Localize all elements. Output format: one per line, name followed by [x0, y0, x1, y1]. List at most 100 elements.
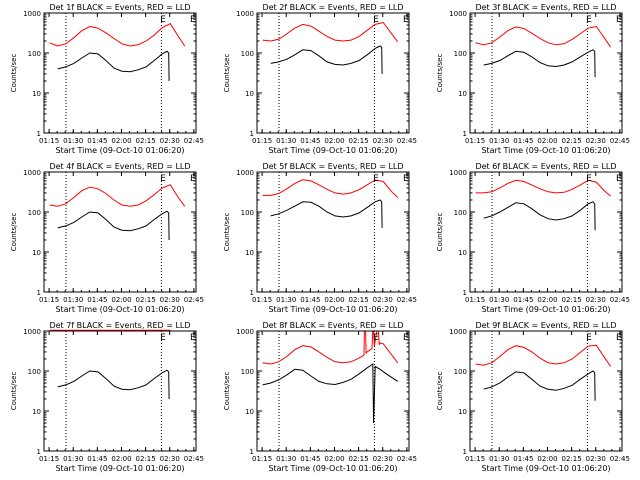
x-tick-label: 02:45 — [610, 296, 630, 304]
y-tick-label: 1000 — [236, 10, 254, 18]
x-tick-label: 02:45 — [397, 296, 417, 304]
plot-frame — [469, 12, 623, 134]
x-axis-label: Start Time (09-Oct-10 01:06:20) — [55, 464, 184, 473]
x-axis-label: Start Time (09-Oct-10 01:06:20) — [268, 146, 397, 155]
event-marker-label: E — [190, 15, 196, 25]
y-axis-label: Counts/sec — [223, 54, 231, 93]
x-axis-label: Start Time (09-Oct-10 01:06:20) — [481, 464, 610, 473]
chart-panel-det-9f: Det 9f BLACK = Events, RED = LLD 01:15 01:… — [436, 321, 630, 473]
x-tick-label: 01:30 — [276, 296, 296, 304]
x-tick-label: 01:45 — [513, 137, 533, 145]
y-axis-label: Counts/sec — [223, 213, 231, 252]
y-tick-label: 1 — [463, 448, 467, 456]
y-tick-label: 1000 — [236, 328, 254, 336]
y-tick-label: 1 — [37, 130, 41, 138]
y-axis-label: Counts/sec — [436, 372, 444, 411]
y-tick-label: 1000 — [236, 169, 254, 177]
x-tick-label: 01:15 — [39, 455, 59, 463]
y-tick-label: 1000 — [23, 328, 41, 336]
chart-title: Det 7f BLACK = Events, RED = LLD — [49, 321, 190, 330]
event-marker-label: E — [160, 174, 166, 184]
x-tick-label: 02:15 — [562, 296, 582, 304]
event-marker-label: E — [160, 333, 166, 343]
x-tick-label: 01:45 — [300, 137, 320, 145]
plot-series-group — [49, 184, 186, 241]
chart-panel-det-6f: Det 6f BLACK = Events, RED = LLD 01:15 01:… — [436, 162, 630, 314]
x-tick-label: 02:15 — [136, 137, 156, 145]
event-marker-label: E — [616, 174, 622, 184]
x-tick-label: 02:30 — [373, 296, 393, 304]
x-tick-label: 02:15 — [562, 455, 582, 463]
plot-frame — [256, 171, 410, 293]
x-tick-label: 02:45 — [184, 296, 204, 304]
y-tick-label: 1000 — [23, 10, 41, 18]
series-events-line — [57, 210, 170, 241]
x-tick-label: 02:00 — [324, 296, 344, 304]
y-tick-label: 1 — [37, 448, 41, 456]
series-lld-line — [475, 344, 612, 367]
y-tick-label: 1000 — [23, 169, 41, 177]
chart-title: Det 8f BLACK = Events, RED = LLD — [262, 321, 403, 330]
y-tick-label: 1000 — [449, 169, 467, 177]
x-tick-label: 02:30 — [586, 296, 606, 304]
x-axis-label: Start Time (09-Oct-10 01:06:20) — [481, 146, 610, 155]
x-tick-label: 01:30 — [489, 137, 509, 145]
chart-title: Det 3f BLACK = Events, RED = LLD — [475, 3, 616, 12]
x-tick-label: 01:30 — [489, 296, 509, 304]
plot-frame — [43, 12, 197, 134]
plot-series-group — [49, 329, 171, 400]
plot-series-group — [475, 179, 612, 231]
x-tick-label: 02:45 — [610, 455, 630, 463]
chart-title: Det 9f BLACK = Events, RED = LLD — [475, 321, 616, 330]
x-tick-label: 01:30 — [63, 296, 83, 304]
y-tick-label: 10 — [32, 408, 41, 416]
x-tick-label: 01:30 — [276, 455, 296, 463]
x-tick-label: 01:30 — [63, 137, 83, 145]
plot-frame — [256, 12, 410, 134]
x-tick-label: 02:00 — [324, 455, 344, 463]
x-tick-label: 02:15 — [349, 455, 369, 463]
series-events-line — [483, 370, 596, 401]
x-tick-label: 02:30 — [586, 137, 606, 145]
x-tick-label: 01:15 — [252, 455, 272, 463]
x-tick-label: 01:45 — [513, 455, 533, 463]
plot-frame — [43, 171, 197, 293]
event-marker-label: E — [403, 333, 409, 343]
x-tick-label: 01:15 — [465, 137, 485, 145]
y-tick-label: 100 — [241, 368, 254, 376]
y-tick-label: 10 — [245, 249, 254, 257]
series-lld-line — [49, 184, 186, 207]
x-tick-label: 01:45 — [513, 296, 533, 304]
y-axis-label: Counts/sec — [436, 54, 444, 93]
x-tick-label: 02:30 — [160, 455, 180, 463]
plot-series-group — [262, 330, 399, 424]
x-tick-label: 02:30 — [373, 137, 393, 145]
chart-title: Det 1f BLACK = Events, RED = LLD — [49, 3, 190, 12]
event-marker-label: E — [373, 15, 379, 25]
y-tick-label: 1 — [37, 289, 41, 297]
event-marker-label: E — [403, 174, 409, 184]
series-events-line — [57, 369, 170, 400]
x-tick-label: 02:15 — [349, 296, 369, 304]
y-tick-label: 1 — [250, 448, 254, 456]
x-tick-label: 01:45 — [87, 296, 107, 304]
x-tick-label: 01:15 — [39, 296, 59, 304]
x-tick-label: 01:15 — [252, 296, 272, 304]
series-events-line — [262, 363, 398, 424]
event-marker-label: E — [373, 333, 379, 343]
y-tick-label: 10 — [458, 408, 467, 416]
event-marker-label: E — [190, 174, 196, 184]
x-tick-label: 01:15 — [252, 137, 272, 145]
y-tick-label: 100 — [28, 209, 41, 217]
chart-panel-det-1f: Det 1f BLACK = Events, RED = LLD 01:15 01:… — [10, 3, 204, 155]
x-tick-label: 01:15 — [465, 455, 485, 463]
x-tick-label: 02:15 — [136, 296, 156, 304]
event-marker-label: E — [586, 15, 592, 25]
series-events-line — [483, 201, 596, 231]
y-tick-label: 100 — [454, 50, 467, 58]
event-marker-label: E — [190, 333, 196, 343]
plot-series-group — [262, 21, 399, 74]
chart-panel-det-8f: Det 8f BLACK = Events, RED = LLD 01:15 01:… — [223, 321, 417, 473]
series-lld-line — [475, 179, 612, 197]
